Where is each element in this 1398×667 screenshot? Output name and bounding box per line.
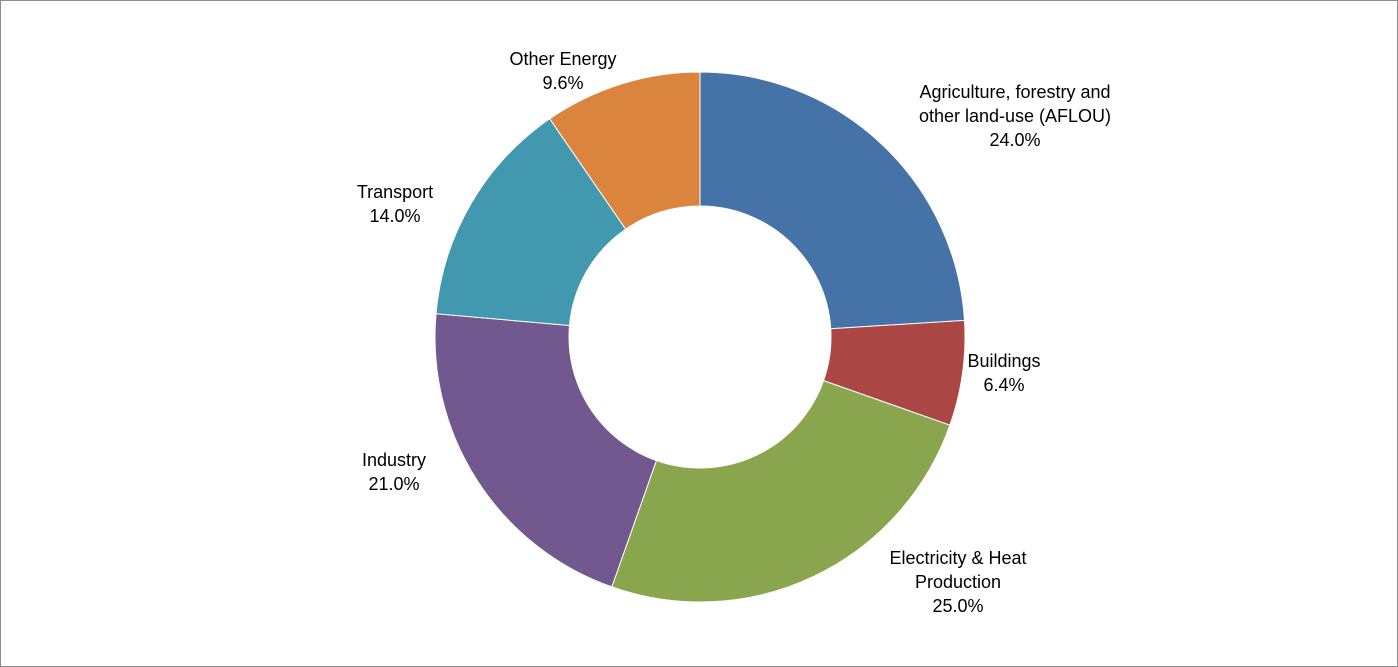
data-label-industry: Industry 21.0% xyxy=(362,450,426,494)
labels-layer: Agriculture, forestry and other land-use … xyxy=(357,49,1111,616)
data-label-electricity-heat: Electricity & Heat Production 25.0% xyxy=(889,548,1026,616)
data-label-category: Industry xyxy=(362,450,426,470)
data-label-category: Transport xyxy=(357,182,433,202)
data-label-category: Production xyxy=(915,572,1001,592)
data-label-category: Other Energy xyxy=(509,49,616,69)
data-label-category: Electricity & Heat xyxy=(889,548,1026,568)
data-label-other-energy: Other Energy 9.6% xyxy=(509,49,616,93)
slices-layer xyxy=(434,71,966,603)
data-label-agriculture-forestry-and: Agriculture, forestry and other land-use … xyxy=(919,82,1111,150)
data-label-percent: 6.4% xyxy=(983,375,1024,395)
slice-agriculture-forestry-and xyxy=(699,71,966,330)
data-label-category: Buildings xyxy=(967,351,1040,371)
data-label-percent: 14.0% xyxy=(369,206,420,226)
data-label-percent: 9.6% xyxy=(542,73,583,93)
slice-electricity-heat xyxy=(611,379,951,603)
slice-transport xyxy=(435,118,627,327)
slice-other-energy xyxy=(548,71,701,230)
data-label-buildings: Buildings 6.4% xyxy=(967,351,1040,395)
data-label-category: Agriculture, forestry and xyxy=(919,82,1110,102)
data-label-percent: 21.0% xyxy=(368,474,419,494)
data-label-category: other land-use (AFLOU) xyxy=(919,106,1111,126)
data-label-transport: Transport 14.0% xyxy=(357,182,433,226)
data-label-percent: 24.0% xyxy=(989,130,1040,150)
data-label-percent: 25.0% xyxy=(932,596,983,616)
slice-industry xyxy=(434,313,658,588)
